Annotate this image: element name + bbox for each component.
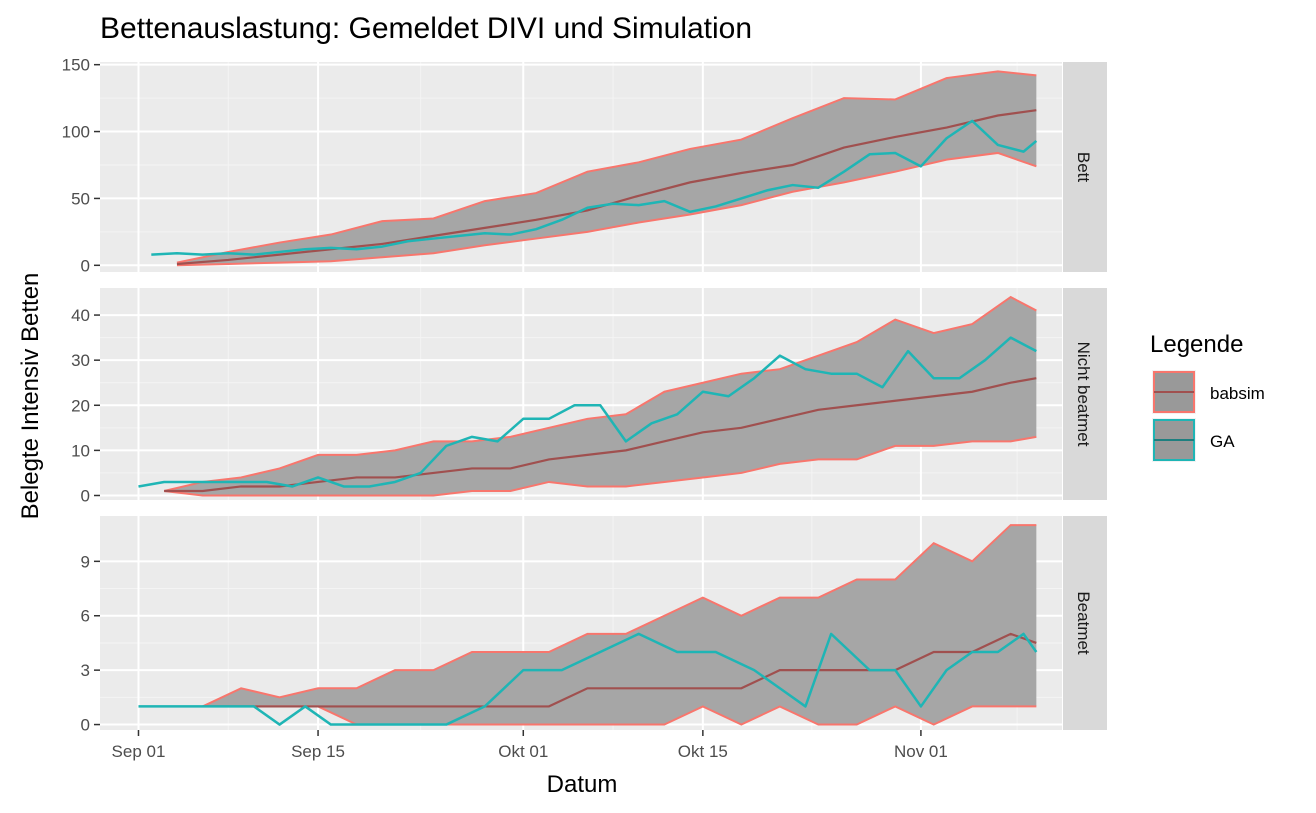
- facet-panels: 0 50 100 150 Bett 0 10 20 30 40 Nicht beatmet 0 3 6 9 B…: [62, 56, 1107, 735]
- x-tick-label: Nov 01: [894, 742, 948, 761]
- legend-key-GA: [1152, 418, 1196, 462]
- babsim-upper-line: [163, 295, 1037, 492]
- y-tick-label: 30: [71, 351, 90, 370]
- facet-panel-2: 0 3 6 9 Beatmet: [81, 516, 1107, 735]
- facet-strip: [1063, 62, 1107, 272]
- y-tick-label: 20: [71, 396, 90, 415]
- babsim-ribbon: [202, 525, 1037, 725]
- babsim-lower-line: [176, 151, 1037, 267]
- facet-strip-label: Beatmet: [1074, 591, 1093, 655]
- y-tick-label: 0: [81, 486, 90, 505]
- y-tick-label: 100: [62, 123, 90, 142]
- facet-panel-0: 0 50 100 150 Bett: [62, 56, 1107, 275]
- ga-line: [138, 336, 1037, 488]
- facet-strip: [1063, 516, 1107, 730]
- y-tick-label: 0: [81, 256, 90, 275]
- y-tick-label: 3: [81, 661, 90, 680]
- x-tick-label: Sep 15: [291, 742, 345, 761]
- y-axis-title: Belegte Intensiv Betten: [17, 273, 44, 520]
- babsim-ribbon: [164, 297, 1037, 496]
- babsim-upper-line: [202, 524, 1037, 708]
- babsim-lower-line: [202, 705, 1037, 726]
- facet-panel-1: 0 10 20 30 40 Nicht beatmet: [71, 288, 1107, 505]
- y-tick-label: 50: [71, 189, 90, 208]
- legend: Legende babsim GA: [1150, 331, 1265, 462]
- babsim-upper-line: [176, 70, 1037, 264]
- legend-label-babsim: babsim: [1210, 384, 1265, 403]
- babsim-median-line: [202, 632, 1037, 708]
- ga-line: [138, 632, 1038, 726]
- chart-title: Bettenauslastung: Gemeldet DIVI und Simu…: [100, 12, 752, 45]
- facet-strip-label: Nicht beatmet: [1074, 342, 1093, 447]
- ga-line: [151, 119, 1038, 256]
- facet-strip: [1063, 288, 1107, 500]
- y-tick-label: 9: [81, 552, 90, 571]
- y-tick-label: 40: [71, 306, 90, 325]
- facet-strip-label: Bett: [1074, 152, 1093, 183]
- y-tick-label: 0: [81, 716, 90, 735]
- y-tick-label: 6: [81, 607, 90, 626]
- y-tick-label: 150: [62, 56, 90, 75]
- babsim-lower-line: [164, 435, 1037, 497]
- x-tick-label: Sep 01: [112, 742, 166, 761]
- x-tick-label: Okt 01: [498, 742, 548, 761]
- x-axis-title: Datum: [547, 771, 618, 798]
- babsim-median-line: [164, 377, 1037, 493]
- y-tick-label: 10: [71, 441, 90, 460]
- legend-label-GA: GA: [1210, 432, 1235, 451]
- x-tick-label: Okt 15: [678, 742, 728, 761]
- legend-key-babsim: [1152, 370, 1196, 414]
- x-axis: Sep 01 Sep 15 Okt 01 Okt 15 Nov 01: [112, 730, 948, 761]
- legend-title: Legende: [1150, 331, 1243, 358]
